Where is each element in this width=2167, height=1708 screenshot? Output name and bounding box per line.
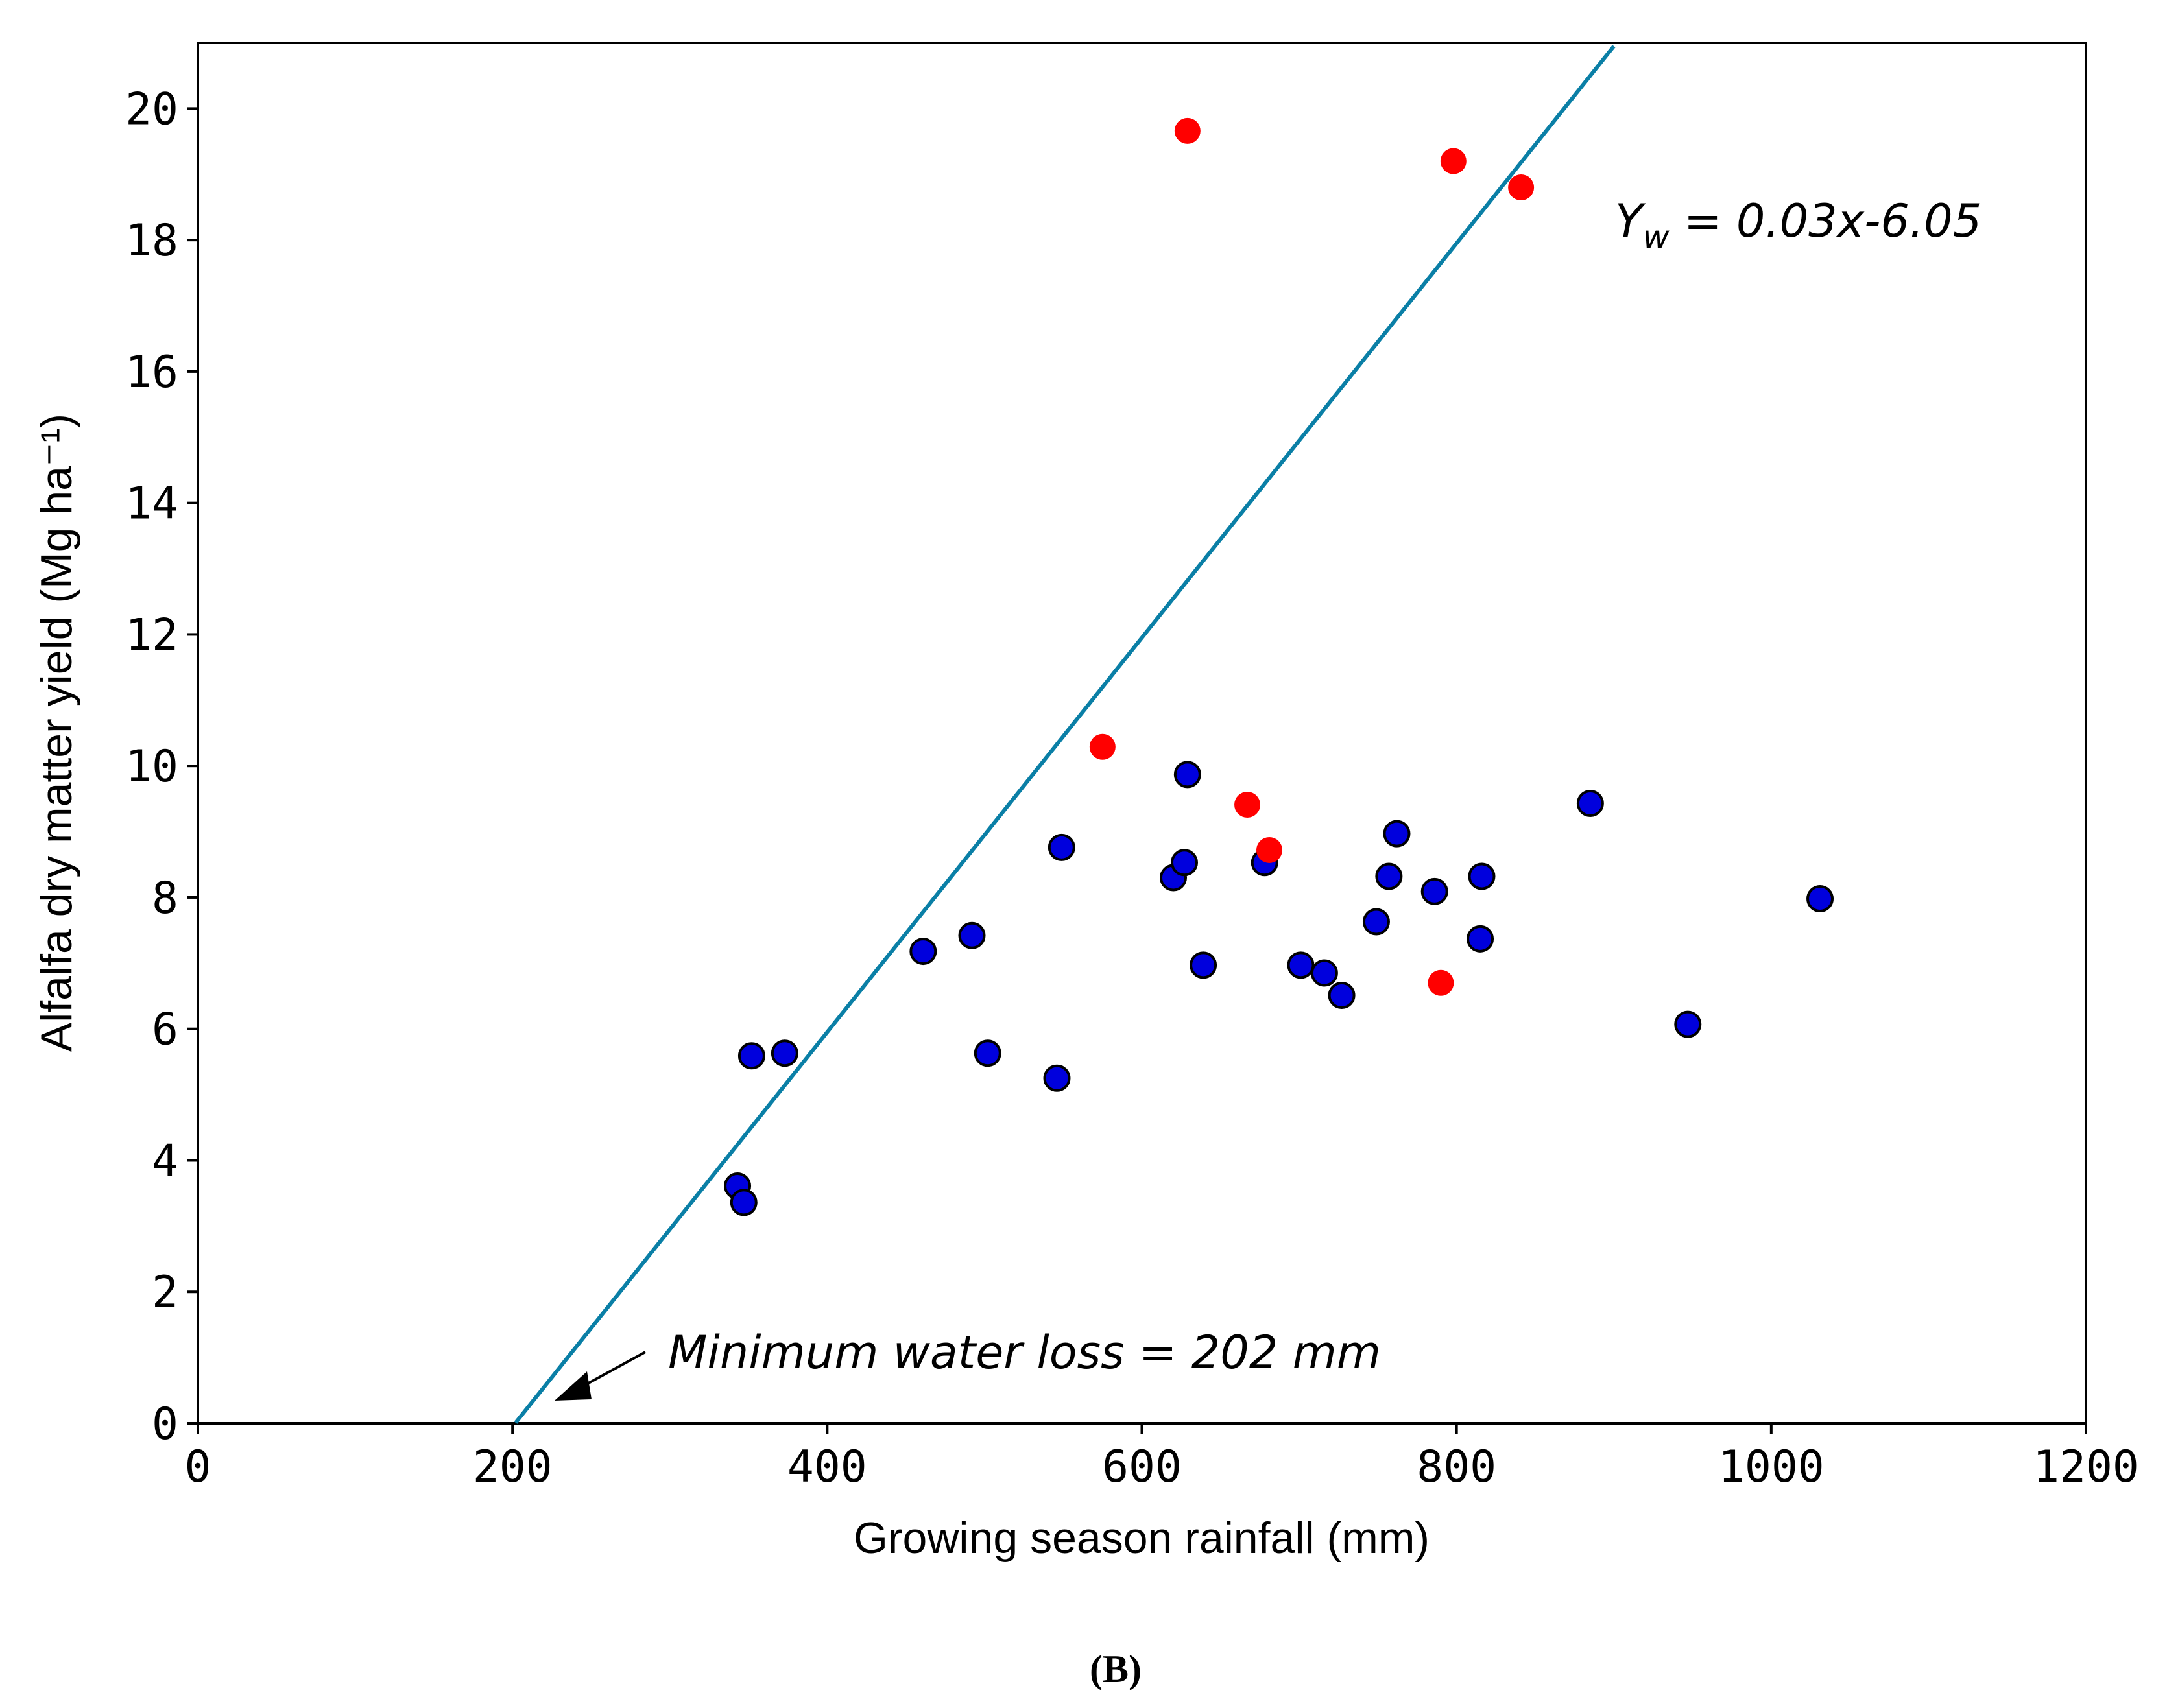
fit-line [514, 45, 1616, 1424]
y-tick-label: 12 [125, 610, 178, 661]
data-point-blue [737, 1042, 765, 1070]
data-point-blue [1328, 982, 1356, 1010]
data-point-blue [958, 921, 986, 949]
data-point-blue [1806, 884, 1834, 912]
data-point-red [1234, 792, 1261, 818]
y-axis-label: Alfalfa dry matter yield (Mg ha⁻¹) [32, 414, 81, 1052]
data-point-blue [1310, 959, 1338, 987]
x-tick-label: 400 [787, 1441, 867, 1493]
data-point-blue [974, 1039, 1001, 1067]
x-tick-label: 1000 [1718, 1441, 1825, 1493]
y-tick-label: 16 [125, 347, 178, 398]
data-point-blue [1190, 951, 1217, 979]
x-tick-label: 0 [185, 1441, 211, 1493]
data-point-red [1440, 148, 1467, 174]
data-point-blue [1170, 849, 1198, 877]
data-point-blue [1173, 761, 1201, 789]
x-tick-label: 1200 [2033, 1441, 2139, 1493]
data-point-red [1089, 733, 1116, 760]
data-point-blue [1048, 833, 1075, 861]
data-point-blue [1043, 1064, 1071, 1092]
data-point-blue [1674, 1010, 1702, 1038]
data-point-blue [1362, 908, 1390, 936]
figure-caption: (B) [1090, 1648, 1142, 1690]
data-point-blue [909, 938, 937, 966]
data-point-blue [1375, 862, 1403, 890]
min-water-loss-annotation: Minimum water loss = 202 mm [668, 1326, 1381, 1379]
x-tick-label: 800 [1417, 1441, 1496, 1493]
y-tick-label: 4 [152, 1135, 178, 1187]
equation-annotation: Yw = 0.03x-6.05 [1615, 195, 1981, 256]
y-tick-label: 14 [125, 479, 178, 530]
data-point-blue [1383, 820, 1411, 848]
data-point-red [1428, 969, 1454, 996]
y-tick-label: 2 [152, 1267, 178, 1318]
annotation-arrow-head [555, 1371, 592, 1401]
y-tick-label: 20 [125, 84, 178, 135]
data-point-blue [1287, 951, 1315, 979]
data-point-blue [1576, 789, 1604, 817]
y-tick-label: 8 [152, 873, 178, 924]
data-point-blue [730, 1189, 758, 1216]
data-point-blue [1467, 925, 1494, 953]
data-point-blue [771, 1039, 798, 1067]
x-tick-label: 200 [473, 1441, 553, 1493]
x-tick-label: 600 [1102, 1441, 1182, 1493]
y-tick-label: 10 [125, 741, 178, 792]
plot-frame [197, 42, 2087, 1425]
data-point-blue [1420, 877, 1448, 905]
annotation-arrow-shaft [583, 1351, 646, 1387]
data-point-blue [1468, 862, 1496, 890]
data-point-red [1174, 117, 1201, 144]
y-tick-label: 18 [125, 215, 178, 267]
x-axis-label: Growing season rainfall (mm) [854, 1513, 1430, 1563]
y-tick-label: 6 [152, 1004, 178, 1056]
y-tick-label: 0 [152, 1399, 178, 1450]
data-point-red [1508, 174, 1535, 201]
data-point-red [1256, 836, 1282, 863]
